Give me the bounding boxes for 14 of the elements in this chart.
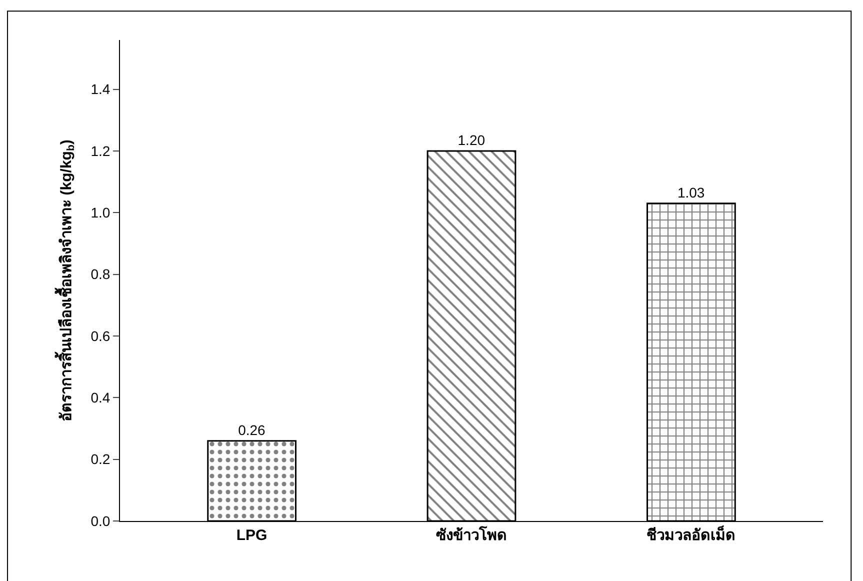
y-tick-label: 0.8	[90, 266, 110, 282]
y-tick-label: 0.2	[90, 451, 110, 468]
y-tick-label: 1.4	[90, 81, 110, 98]
data-label: 1.20	[458, 132, 486, 148]
y-tick-label: 0.6	[90, 328, 110, 344]
y-tick-label: 0.0	[90, 512, 110, 529]
x-tick-label: ชีวมวลอัดเม็ด	[646, 525, 736, 544]
x-tick-label: LPG	[236, 527, 268, 544]
y-tick-label: 1.0	[90, 204, 110, 221]
x-tick-label: ซังข้าวโพด	[436, 525, 507, 544]
y-tick-label: 0.4	[90, 390, 110, 406]
y-tick-label: 1.2	[90, 142, 110, 159]
data-label: 1.03	[677, 184, 705, 200]
data-label: 0.26	[238, 422, 266, 438]
